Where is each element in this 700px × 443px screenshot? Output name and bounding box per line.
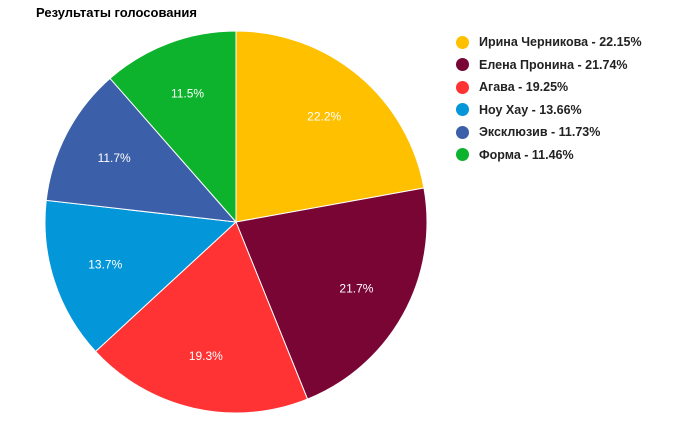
slice-data-label: 21.7% xyxy=(339,281,373,295)
slice-data-label: 22.2% xyxy=(307,109,341,123)
legend-label: Ирина Черникова - 22.15% xyxy=(479,35,642,50)
legend-swatch-icon xyxy=(456,103,469,117)
legend-item[interactable]: Елена Пронина - 21.74% xyxy=(456,54,642,77)
legend-item[interactable]: Ирина Черникова - 22.15% xyxy=(456,31,642,54)
legend-swatch-icon xyxy=(456,125,469,139)
pie-slice[interactable] xyxy=(44,199,238,353)
legend-label: Ноу Хау - 13.66% xyxy=(479,102,582,117)
legend-swatch-icon xyxy=(456,35,469,49)
legend-label: Форма - 11.46% xyxy=(479,147,574,162)
legend-item[interactable]: Ноу Хау - 13.66% xyxy=(456,99,642,122)
slice-data-label: 13.7% xyxy=(88,258,122,272)
pie-slice[interactable] xyxy=(235,187,428,400)
legend-swatch-icon xyxy=(456,80,469,94)
legend-item[interactable]: Форма - 11.46% xyxy=(456,144,642,167)
slice-data-label: 11.7% xyxy=(98,151,131,165)
slice-data-label: 19.3% xyxy=(189,349,223,363)
pie-slice[interactable] xyxy=(109,30,237,224)
legend-label: Елена Пронина - 21.74% xyxy=(479,57,628,72)
pie-slice[interactable] xyxy=(94,221,309,414)
pie-slice[interactable] xyxy=(235,30,425,223)
legend: Ирина Черникова - 22.15% Елена Пронина - … xyxy=(456,31,642,166)
legend-swatch-icon xyxy=(456,58,469,72)
legend-swatch-icon xyxy=(456,148,469,162)
legend-label: Агава - 19.25% xyxy=(479,80,569,95)
legend-item[interactable]: Эксклюзив - 11.73% xyxy=(456,121,642,144)
chart-title: Результаты голосования xyxy=(36,5,197,20)
pie-slice[interactable] xyxy=(45,77,238,223)
legend-label: Эксклюзив - 11.73% xyxy=(479,125,601,140)
legend-item[interactable]: Агава - 19.25% xyxy=(456,76,642,99)
slice-data-label: 11.5% xyxy=(171,86,204,100)
